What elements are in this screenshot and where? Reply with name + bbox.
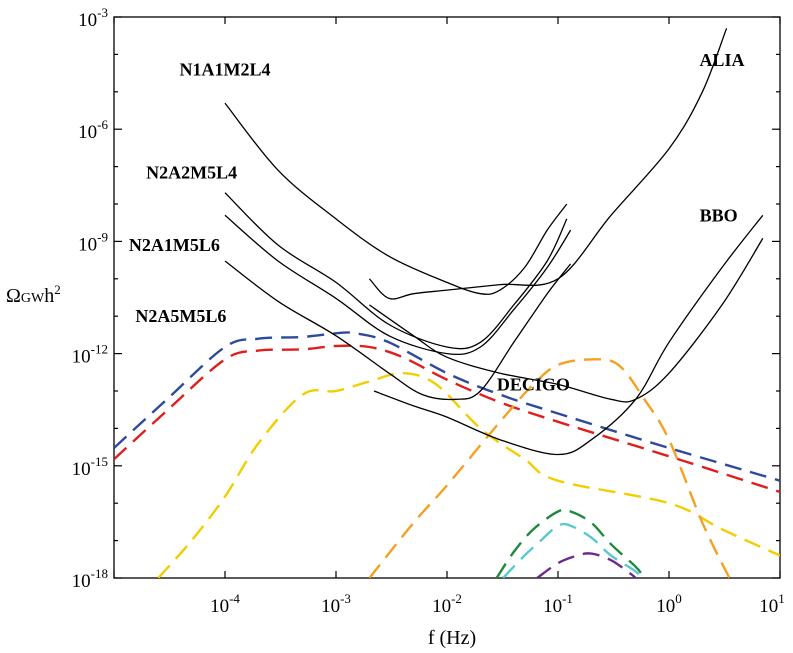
annotation-n1a1m2l4: N1A1M2L4 xyxy=(180,59,271,79)
y-tick-label-exp: -9 xyxy=(97,229,108,244)
x-tick-label-exp: -4 xyxy=(229,591,240,606)
plot-frame xyxy=(113,16,781,579)
y-tick-label-base: 10 xyxy=(78,234,97,255)
y-tick-label: 10-12 xyxy=(72,342,108,368)
x-tick-label-exp: -1 xyxy=(562,591,573,606)
spectrum-curve-3 xyxy=(157,371,780,578)
y-tick-label-exp: -12 xyxy=(91,342,108,357)
spectrum-curve-2 xyxy=(114,344,780,494)
y-tick-label-base: 10 xyxy=(78,122,97,143)
x-tick-label: 101 xyxy=(759,591,785,617)
x-tick-labels: 10-4 10-3 10-2 10-1 100 101 xyxy=(210,591,785,617)
spectrum-curve-1 xyxy=(114,331,780,482)
x-tick-label-base: 10 xyxy=(656,596,675,617)
y-tick-label: 10-6 xyxy=(78,117,108,143)
sensitivity-layer xyxy=(224,28,764,456)
spectrum-curve-6 xyxy=(502,522,642,578)
y-axis-title: ΩGWh2 xyxy=(6,282,61,307)
sensitivity-curve-n1a1m2l4 xyxy=(224,102,568,295)
y-tick-label-base: 10 xyxy=(78,10,97,31)
x-tick-label-base: 10 xyxy=(759,596,778,617)
x-tick-label-exp: 1 xyxy=(778,591,785,606)
sensitivity-curve-n2a5m5l6 xyxy=(224,260,572,401)
x-tick-label: 10-4 xyxy=(210,591,240,617)
x-tick-label-base: 10 xyxy=(321,596,340,617)
x-axis-title: f (Hz) xyxy=(428,627,476,649)
annotation-bbo: BBO xyxy=(700,205,738,225)
annotation-n2a5m5l6: N2A5M5L6 xyxy=(135,306,226,326)
sensitivity-curve-n2a2m5l4 xyxy=(224,192,568,350)
x-tick-label: 10-1 xyxy=(543,591,573,617)
x-tick-label: 100 xyxy=(656,591,682,617)
x-tick-label-base: 10 xyxy=(210,596,229,617)
curve-annotations: N1A1M2L4 N2A2M5L4 N2A1M5L6 N2A5M5L6 ALIA BBO D… xyxy=(129,50,745,394)
spectrum-curve-5 xyxy=(495,508,646,578)
x-tick-label: 10-3 xyxy=(321,591,351,617)
y-tick-label-exp: -3 xyxy=(97,5,108,20)
y-axis-title-sub: GW xyxy=(21,291,45,306)
annotation-n2a2m5l4: N2A2M5L4 xyxy=(146,162,237,182)
y-axis-title-rest: h xyxy=(44,285,54,307)
annotation-n2a1m5l6: N2A1M5L6 xyxy=(129,235,220,255)
spectra-layer xyxy=(114,331,780,578)
y-tick-label-exp: -18 xyxy=(91,566,108,581)
spectrum-curve-4 xyxy=(368,358,731,578)
y-tick-label-base: 10 xyxy=(72,459,91,480)
y-tick-label: 10-15 xyxy=(72,454,108,480)
sensitivity-curve-alia xyxy=(368,28,728,300)
y-tick-label: 10-9 xyxy=(78,229,108,255)
x-tick-label-exp: -3 xyxy=(340,591,351,606)
y-axis-title-main: Ω xyxy=(6,285,21,307)
x-tick-label-exp: 0 xyxy=(675,591,682,606)
x-tick-label-base: 10 xyxy=(543,596,562,617)
x-tick-label-exp: -2 xyxy=(451,591,462,606)
sensitivity-curve-decigo xyxy=(369,238,764,403)
x-tick-label-base: 10 xyxy=(432,596,451,617)
y-tick-label-base: 10 xyxy=(72,347,91,368)
y-tick-label: 10-3 xyxy=(78,5,108,31)
sensitivity-curve-n2a1m5l6 xyxy=(224,214,572,356)
annotation-alia: ALIA xyxy=(699,50,744,70)
y-tick-label-exp: -15 xyxy=(91,454,108,469)
y-axis-title-sup: 2 xyxy=(54,282,61,297)
sensitivity-curve-bbo xyxy=(373,214,764,456)
axis-ticks xyxy=(113,16,781,579)
annotation-decigo: DECIGO xyxy=(497,374,570,394)
y-tick-label-exp: -6 xyxy=(97,117,108,132)
x-tick-label: 10-2 xyxy=(432,591,462,617)
spectrum-curve-7 xyxy=(536,552,637,578)
y-tick-label: 10-18 xyxy=(72,566,108,592)
y-tick-label-base: 10 xyxy=(72,571,91,592)
